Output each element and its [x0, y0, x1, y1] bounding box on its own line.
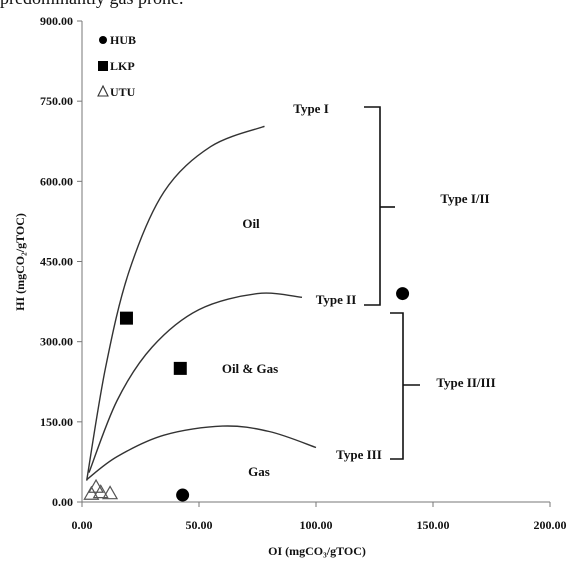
legend-marker-utu	[97, 84, 109, 97]
legend: HUB LKP UTU	[97, 33, 136, 99]
y-axis-title: HI (mgCO₂/gTOC)	[13, 213, 27, 311]
point-lkp	[173, 361, 187, 375]
y-tick-label: 150.00	[40, 415, 73, 429]
point-hub	[396, 287, 410, 301]
caption-fragment: predominantly gas prone.	[0, 0, 183, 9]
y-tick-label: 450.00	[40, 255, 73, 269]
region-label-oil: Oil	[242, 216, 260, 231]
curve-type-ii	[88, 292, 303, 473]
y-tick-label: 900.00	[40, 14, 73, 28]
axes: 0.00 50.00 100.00 150.00 200.00 0.00 150.00 300…	[40, 14, 567, 532]
curve-type-i	[86, 125, 265, 481]
data-points	[83, 287, 410, 502]
bracket-type-i-ii	[364, 106, 381, 306]
x-axis-title: OI (mgCO₃/gTOC)	[268, 544, 366, 558]
x-tick-label: 150.00	[417, 518, 450, 532]
legend-label-hub: HUB	[110, 33, 136, 47]
curve-label-type-i: Type I	[293, 101, 329, 116]
chart-annotations: Oil Oil & Gas Gas Type I Type II Type II…	[222, 101, 496, 479]
legend-label-lkp: LKP	[110, 59, 135, 73]
bracket-type-ii-iii	[390, 312, 404, 460]
curve-label-type-ii: Type II	[316, 292, 357, 307]
legend-marker-lkp	[98, 61, 108, 71]
kerogen-curves	[86, 125, 317, 481]
x-tick-label: 50.00	[186, 518, 213, 532]
type-brackets	[364, 106, 420, 460]
y-tick-label: 300.00	[40, 335, 73, 349]
legend-marker-hub	[99, 36, 107, 44]
x-tick-label: 0.00	[72, 518, 93, 532]
bracket-label-type-ii-iii: Type II/III	[436, 375, 495, 390]
bracket-label-type-i-ii: Type I/II	[440, 191, 489, 206]
x-tick-label: 200.00	[534, 518, 567, 532]
region-label-oil-gas: Oil & Gas	[222, 361, 278, 376]
y-tick-label: 750.00	[40, 94, 73, 108]
x-tick-label: 100.00	[300, 518, 333, 532]
point-hub	[176, 488, 190, 502]
point-utu	[83, 485, 100, 500]
curve-label-type-iii: Type III	[336, 447, 382, 462]
point-utu	[92, 484, 109, 499]
point-utu	[88, 478, 105, 493]
legend-label-utu: UTU	[110, 85, 136, 99]
point-lkp	[119, 311, 133, 325]
y-tick-label: 0.00	[52, 495, 73, 509]
point-utu	[102, 485, 119, 500]
y-tick-label: 600.00	[40, 174, 73, 188]
curve-type-iii	[86, 425, 317, 481]
region-label-gas: Gas	[248, 464, 270, 479]
